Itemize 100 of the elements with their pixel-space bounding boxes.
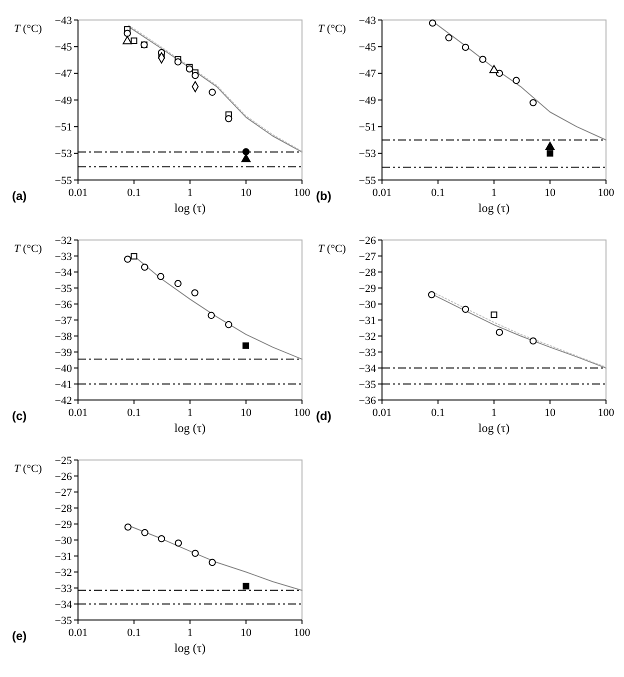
y-tick-label: −33 <box>358 346 376 359</box>
y-tick-label: −39 <box>54 346 72 359</box>
x-tick-label: 100 <box>294 187 311 199</box>
x-tick-label: 0.01 <box>68 187 88 199</box>
text: (e) <box>12 629 27 643</box>
point <box>141 264 148 271</box>
y-tick-label: −51 <box>54 122 72 134</box>
point <box>225 321 232 328</box>
y-tick-label: −34 <box>54 266 72 279</box>
y-tick-label: −27 <box>54 486 72 499</box>
x-tick-label: 100 <box>294 627 311 639</box>
text: (a) <box>12 189 27 203</box>
x-tick-label: 0.1 <box>431 407 445 419</box>
y-tick-label: −51 <box>358 122 376 134</box>
x-tick-label: 10 <box>240 187 252 199</box>
x-tick-label: 0.1 <box>127 187 141 199</box>
text: (c) <box>12 409 27 423</box>
x-tick-label: 10 <box>544 407 556 419</box>
point <box>496 328 504 336</box>
y-tick-label: −47 <box>358 68 376 80</box>
y-tick-label: −29 <box>54 518 72 531</box>
point <box>141 529 148 536</box>
x-tick-label: 100 <box>598 407 615 419</box>
x-tick-label: 10 <box>240 407 252 419</box>
y-tick-label: −26 <box>54 470 72 483</box>
x-tick-label: 0.01 <box>68 627 88 639</box>
y-tick-label: −26 <box>358 234 376 247</box>
y-axis-title: T (°C) <box>14 463 42 475</box>
x-axis-title: log (τ) <box>478 201 510 215</box>
x-tick-label: 1 <box>491 407 497 419</box>
y-tick-label: −30 <box>358 298 376 311</box>
point <box>530 337 537 345</box>
y-tick-label: −53 <box>54 148 72 160</box>
y-tick-label: −40 <box>54 362 72 375</box>
y-tick-label: −34 <box>54 598 72 611</box>
y-tick-label: −41 <box>54 378 72 391</box>
y-tick-label: −49 <box>358 94 376 107</box>
y-axis-title: T (°C) <box>14 243 42 255</box>
point <box>428 291 436 298</box>
x-axis-title: log (τ) <box>174 421 206 435</box>
y-tick-label: −38 <box>54 330 72 343</box>
y-tick-label: −32 <box>358 330 376 343</box>
y-tick-label: −36 <box>358 394 376 407</box>
x-tick-label: 1 <box>187 407 193 419</box>
point <box>174 539 182 547</box>
y-tick-label: −47 <box>54 68 72 80</box>
x-tick-label: 1 <box>187 187 193 199</box>
y-tick-label: −25 <box>54 454 72 467</box>
y-tick-label: −55 <box>358 174 376 187</box>
x-axis-title: log (τ) <box>478 421 510 435</box>
x-tick-label: 0.01 <box>372 407 392 419</box>
y-tick-label: −32 <box>54 234 72 247</box>
x-tick-label: 1 <box>187 627 193 639</box>
y-axis-title: T (°C) <box>14 23 42 35</box>
y-tick-label: −35 <box>358 378 376 391</box>
y-tick-label: −49 <box>54 94 72 107</box>
y-tick-label: −37 <box>54 314 72 327</box>
y-tick-label: −32 <box>54 566 72 579</box>
point <box>174 280 182 288</box>
x-tick-label: 0.01 <box>372 187 392 199</box>
x-tick-label: 0.1 <box>431 187 445 199</box>
point <box>124 523 132 531</box>
y-tick-label: −45 <box>54 42 72 54</box>
y-tick-label: −43 <box>358 14 376 27</box>
y-tick-label: −45 <box>358 42 376 54</box>
text: (b) <box>316 189 332 203</box>
y-axis-title: T (°C) <box>318 23 346 35</box>
y-axis-title: T (°C) <box>318 243 346 255</box>
point <box>157 272 164 280</box>
x-tick-label: 1 <box>491 187 497 199</box>
y-tick-label: −42 <box>54 394 72 407</box>
y-tick-label: −27 <box>358 250 376 263</box>
y-tick-label: −30 <box>54 534 72 547</box>
y-tick-label: −55 <box>54 174 72 187</box>
x-tick-label: 100 <box>598 187 615 199</box>
point <box>124 256 132 263</box>
point <box>208 312 215 319</box>
point <box>192 550 199 557</box>
point <box>208 558 216 566</box>
x-axis-title: log (τ) <box>174 201 206 215</box>
x-axis-title: log (τ) <box>174 641 206 655</box>
point <box>462 306 470 313</box>
point <box>158 535 166 542</box>
x-tick-label: 10 <box>240 627 252 639</box>
x-tick-label: 10 <box>544 187 556 199</box>
y-tick-label: −33 <box>54 250 72 263</box>
y-tick-label: −28 <box>358 266 376 279</box>
y-tick-label: −43 <box>54 14 72 27</box>
y-tick-label: −29 <box>358 282 376 295</box>
x-tick-label: 100 <box>294 407 311 419</box>
y-tick-label: −31 <box>54 550 72 563</box>
y-tick-label: −35 <box>54 614 72 627</box>
y-tick-label: −53 <box>358 148 376 160</box>
x-tick-label: 0.01 <box>68 407 88 419</box>
text: (d) <box>316 409 332 423</box>
y-tick-label: −31 <box>358 314 376 327</box>
y-tick-label: −34 <box>358 362 376 375</box>
point <box>191 289 198 296</box>
y-tick-label: −36 <box>54 298 72 311</box>
y-tick-label: −33 <box>54 582 72 595</box>
